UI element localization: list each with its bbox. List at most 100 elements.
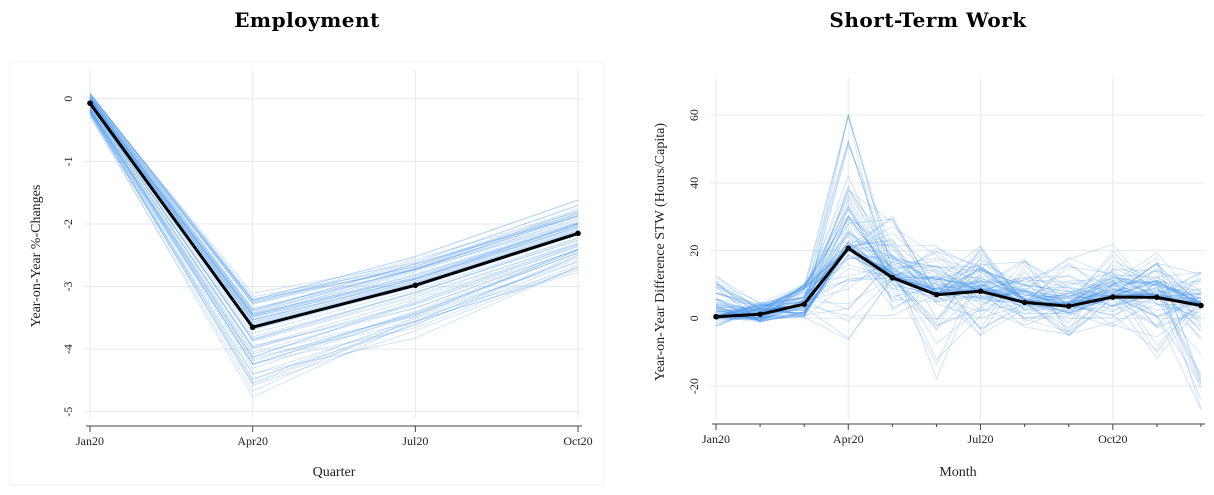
stw-mean-series — [713, 245, 1204, 320]
stw-xtick-label: Jan20 — [702, 432, 730, 446]
employment-ensemble-line — [89, 93, 579, 298]
stw-ensemble-line — [715, 251, 1202, 327]
employment-ensemble-line — [89, 98, 579, 316]
stw-ensemble-line — [715, 243, 1202, 327]
employment-ensemble-line — [89, 112, 579, 381]
stw-ensemble-line — [715, 218, 1202, 319]
employment-ensemble-line — [89, 113, 579, 398]
stw-mean-point — [1065, 303, 1072, 309]
stw-ensemble-line — [715, 251, 1202, 327]
stw-mean-line — [715, 246, 1202, 319]
stw-ylabel: Year-on-Year Difference STW (Hours/Capit… — [653, 123, 668, 381]
employment-ensemble-line — [89, 92, 579, 304]
stw-ensemble-line — [715, 255, 1202, 330]
stw-ensemble-line — [715, 114, 1202, 384]
stw-mean-point — [1198, 302, 1204, 309]
stw-mean-point — [977, 288, 984, 295]
stw-mean-point — [933, 291, 940, 298]
employment-ensemble-line — [89, 98, 579, 314]
employment-ensemble-line — [89, 100, 579, 318]
stw-ensemble-line — [715, 226, 1202, 319]
employment-ensemble-line — [89, 97, 579, 314]
employment-ensemble-line — [89, 98, 579, 312]
employment-ensemble-line — [89, 99, 579, 320]
stw-ensemble-line — [715, 223, 1202, 329]
stw-ensemble-line — [715, 273, 1202, 313]
stw-ensemble-line — [715, 245, 1202, 389]
employment-ensemble-line — [89, 93, 579, 301]
stw-mean-point — [1110, 294, 1116, 300]
employment-xtick-label: Jul20 — [402, 434, 428, 448]
stw-ensemble-line — [715, 241, 1202, 323]
employment-axes: 0 -1 -2 -3 -4 -5 Jan20 Apr20 Jul20 Oct20 — [61, 96, 593, 448]
employment-ensemble-line — [89, 98, 579, 316]
employment-mean-line — [88, 102, 579, 329]
stw-ensemble-line — [715, 140, 1202, 329]
employment-ensemble-line — [89, 108, 579, 365]
stw-ensemble-line — [715, 261, 1202, 322]
stw-ensemble-line — [715, 277, 1202, 322]
employment-xlabel: Quarter — [313, 465, 356, 480]
employment-ensemble-line — [89, 96, 579, 312]
employment-gridlines — [84, 70, 582, 418]
employment-ensemble-line — [89, 113, 579, 383]
stw-ytick-label: 0 — [687, 315, 701, 321]
employment-ensemble-line — [89, 110, 579, 360]
stw-axes: 60 40 20 0 -20 Jan20 Apr20 Jul20 Oct20 — [687, 109, 1205, 446]
employment-ensemble-line — [89, 109, 579, 353]
stw-mean-point — [889, 274, 896, 281]
employment-ensemble-line — [89, 106, 579, 350]
employment-ensemble-line — [89, 97, 579, 301]
employment-ensemble-line — [89, 111, 579, 369]
stw-ensemble-line — [715, 254, 1202, 335]
employment-mean-series — [87, 100, 581, 331]
stw-ensemble-line — [715, 247, 1202, 321]
stw-ensemble-line — [715, 115, 1202, 325]
stw-ensemble-line — [715, 196, 1202, 361]
employment-ytick-label: -2 — [61, 219, 75, 229]
employment-panel: Employment 0 -1 -2 -3 -4 -5 Jan20 Apr20 Jul20 Oct… — [9, 8, 605, 486]
stw-ytick-label: 20 — [687, 245, 701, 257]
employment-ensemble-line — [89, 101, 579, 323]
stw-gridlines — [710, 78, 1205, 420]
stw-ensemble-line — [715, 174, 1202, 347]
employment-ytick-label: -1 — [61, 156, 75, 166]
stw-ensemble-line — [715, 248, 1202, 324]
stw-ensemble-line — [715, 241, 1202, 329]
stw-ensemble-line — [715, 141, 1202, 352]
stw-ensemble-line — [715, 193, 1202, 386]
employment-ensemble-line — [89, 94, 579, 303]
stw-ensemble-line — [715, 248, 1202, 324]
stw-xtick-label: Oct20 — [1098, 432, 1127, 446]
employment-ensemble-line — [89, 101, 579, 324]
employment-ytick-label: -3 — [61, 282, 75, 292]
employment-ensemble-line — [89, 95, 579, 294]
stw-ensemble-line — [715, 232, 1202, 328]
employment-ensemble-line — [89, 105, 579, 340]
employment-xtick-label: Jan20 — [76, 434, 104, 448]
employment-ensemble-line — [89, 115, 579, 375]
stw-ensemble-line — [715, 244, 1202, 341]
stw-ensemble-line — [715, 238, 1202, 320]
employment-ensemble-line — [89, 93, 579, 301]
stw-ensemble-line — [715, 245, 1202, 318]
stw-ensemble-line — [715, 190, 1202, 321]
stw-ensemble-line — [715, 249, 1202, 338]
employment-ytick-label: 0 — [61, 96, 75, 102]
stw-ensemble-line — [715, 267, 1202, 355]
employment-ensemble-line — [89, 94, 579, 310]
stw-ensemble-line — [715, 231, 1202, 316]
employment-ensemble-line — [89, 104, 579, 334]
employment-ensemble-line — [89, 98, 579, 318]
employment-ensemble-line — [89, 106, 579, 349]
employment-mean-point — [87, 100, 93, 106]
stw-ensemble-line — [715, 214, 1202, 318]
stw-mean-point — [845, 245, 852, 252]
stw-mean-point — [757, 311, 763, 318]
stw-ensemble-line — [715, 248, 1202, 321]
employment-ensemble-line — [89, 109, 579, 365]
stw-xtick-label: Apr20 — [833, 432, 864, 446]
stw-ensemble-line — [715, 245, 1202, 324]
employment-ensemble-line — [89, 96, 579, 305]
